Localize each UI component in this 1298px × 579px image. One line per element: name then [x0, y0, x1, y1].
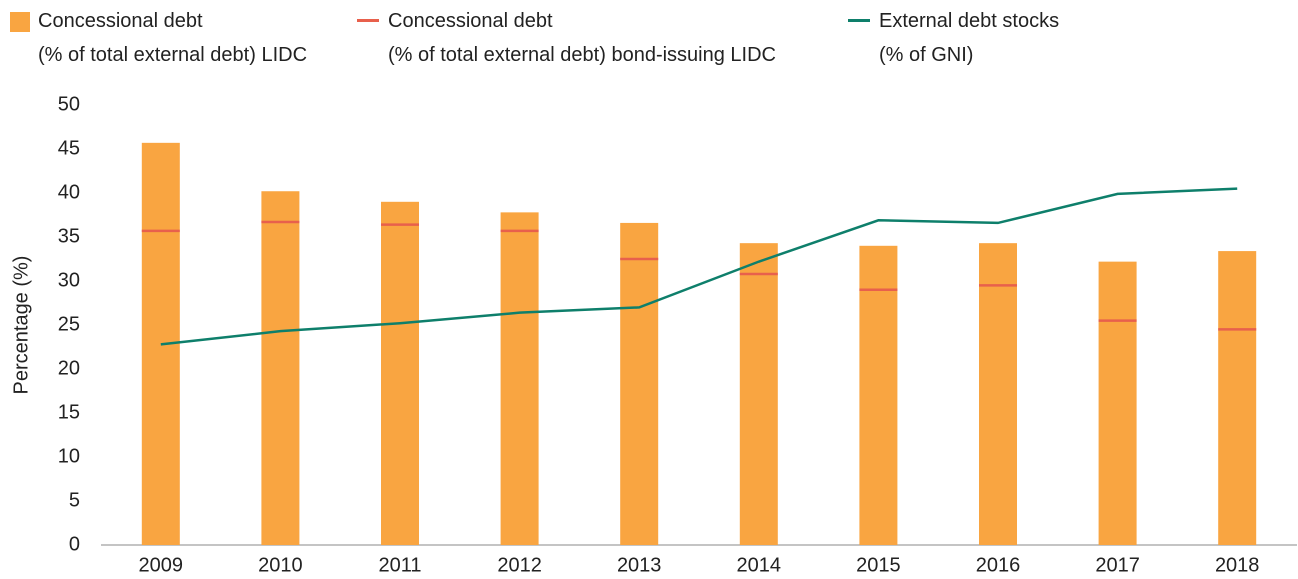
y-tick-label: 40 — [58, 181, 80, 203]
bar — [620, 222, 659, 546]
x-tick-label: 2011 — [378, 554, 421, 576]
x-tick-label: 2009 — [139, 554, 184, 576]
legend-swatch — [848, 19, 870, 22]
bar — [859, 245, 898, 546]
x-tick-label: 2015 — [856, 554, 901, 576]
y-tick-label: 20 — [58, 357, 80, 379]
bar — [261, 191, 300, 546]
x-tick-label: 2010 — [258, 554, 303, 576]
y-tick-label: 30 — [58, 269, 80, 291]
legend-label: External debt stocks (% of GNI) — [879, 10, 1060, 66]
y-tick-label: 0 — [69, 533, 80, 555]
legend-swatch — [10, 12, 30, 32]
x-tick-label: 2013 — [617, 554, 662, 576]
x-tick-label: 2016 — [976, 554, 1021, 576]
x-tick-label: 2018 — [1215, 554, 1260, 576]
bar — [1218, 251, 1257, 545]
y-tick-label: 35 — [58, 225, 80, 247]
x-tick-label: 2017 — [1095, 554, 1140, 576]
y-tick-label: 45 — [58, 137, 80, 159]
bar — [979, 243, 1017, 545]
y-tick-label: 50 — [58, 93, 80, 115]
x-tick-label: 2014 — [737, 554, 782, 576]
y-tick-label: 10 — [58, 445, 80, 467]
legend-swatch — [357, 19, 379, 22]
bar — [381, 201, 419, 546]
line — [160, 187, 1238, 346]
bar — [739, 243, 778, 545]
x-tick-label: 2012 — [497, 554, 542, 576]
y-tick-label: 15 — [58, 401, 80, 423]
bar — [1098, 261, 1137, 545]
y-axis-title: Percentage (%) — [10, 256, 32, 395]
y-tick-label: 25 — [58, 313, 80, 335]
legend-label: Concessional debt (% of total external d… — [38, 10, 308, 66]
legend-label: Concessional debt (% of total external d… — [388, 10, 776, 66]
bar — [500, 212, 539, 546]
y-tick-label: 5 — [69, 489, 80, 511]
